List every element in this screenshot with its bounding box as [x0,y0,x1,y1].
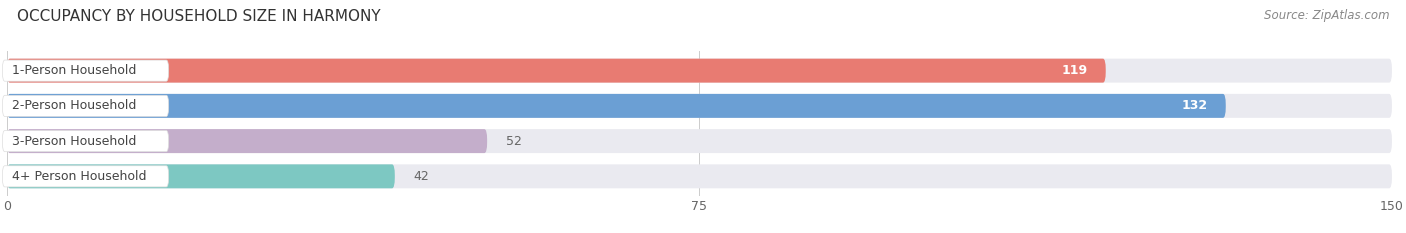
FancyBboxPatch shape [3,166,169,187]
Text: 2-Person Household: 2-Person Household [11,99,136,112]
FancyBboxPatch shape [3,130,169,152]
Text: 119: 119 [1062,64,1087,77]
FancyBboxPatch shape [7,59,1105,83]
FancyBboxPatch shape [3,95,169,116]
FancyBboxPatch shape [7,94,1392,118]
FancyBboxPatch shape [7,129,1392,153]
FancyBboxPatch shape [3,60,169,81]
Text: Source: ZipAtlas.com: Source: ZipAtlas.com [1264,9,1389,22]
FancyBboxPatch shape [7,164,395,188]
FancyBboxPatch shape [7,94,1226,118]
Text: 42: 42 [413,170,429,183]
FancyBboxPatch shape [7,59,1392,83]
Text: OCCUPANCY BY HOUSEHOLD SIZE IN HARMONY: OCCUPANCY BY HOUSEHOLD SIZE IN HARMONY [17,9,381,24]
Text: 132: 132 [1181,99,1208,112]
FancyBboxPatch shape [7,129,486,153]
FancyBboxPatch shape [7,164,1392,188]
Text: 4+ Person Household: 4+ Person Household [11,170,146,183]
Text: 3-Person Household: 3-Person Household [11,135,136,148]
Text: 52: 52 [506,135,522,148]
Text: 1-Person Household: 1-Person Household [11,64,136,77]
